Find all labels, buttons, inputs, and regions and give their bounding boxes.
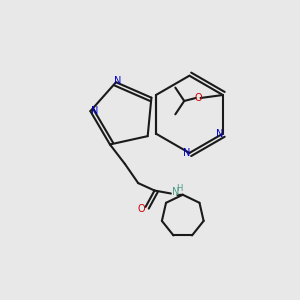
Text: N: N <box>91 106 98 116</box>
Text: H: H <box>176 184 182 193</box>
Text: O: O <box>137 204 145 214</box>
Text: N: N <box>114 76 121 86</box>
Text: O: O <box>194 93 202 103</box>
Text: N: N <box>216 129 224 139</box>
Text: N: N <box>183 148 190 158</box>
Text: N: N <box>172 187 179 197</box>
